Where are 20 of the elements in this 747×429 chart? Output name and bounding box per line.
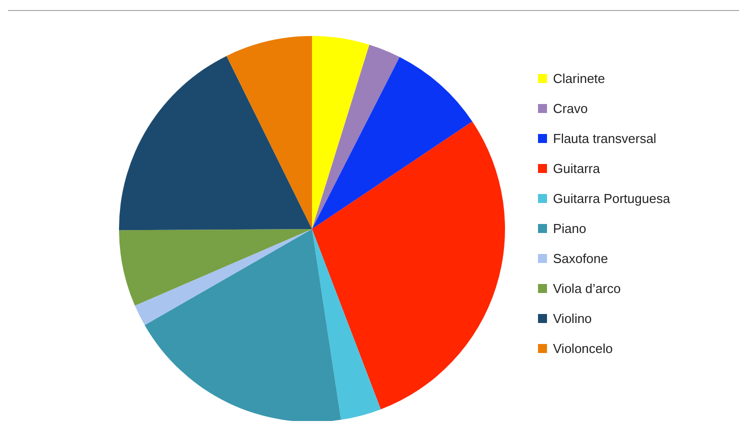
pie-slice	[119, 229, 312, 306]
legend-label: Cravo	[553, 100, 588, 116]
legend-label: Piano	[553, 220, 586, 236]
legend-label: Flauta transversal	[553, 130, 656, 146]
pie-slice	[312, 57, 472, 229]
legend-label: Guitarra	[553, 160, 600, 176]
pie-slice	[144, 229, 341, 421]
pie-slice	[226, 36, 312, 229]
legend-label: Saxofone	[553, 250, 608, 266]
pie-slice	[134, 229, 312, 326]
legend-label: Guitarra Portuguesa	[553, 190, 670, 206]
pie-slice	[312, 229, 381, 420]
pie-slice	[312, 44, 400, 229]
pie-slice	[312, 36, 370, 229]
legend-label: Viola d’arco	[553, 280, 621, 296]
legend-label: Violino	[553, 310, 592, 326]
legend-label: Violoncelo	[553, 340, 613, 356]
pie-slice	[312, 122, 505, 410]
legend-label: Clarinete	[553, 70, 606, 86]
pie-slice	[119, 56, 312, 230]
